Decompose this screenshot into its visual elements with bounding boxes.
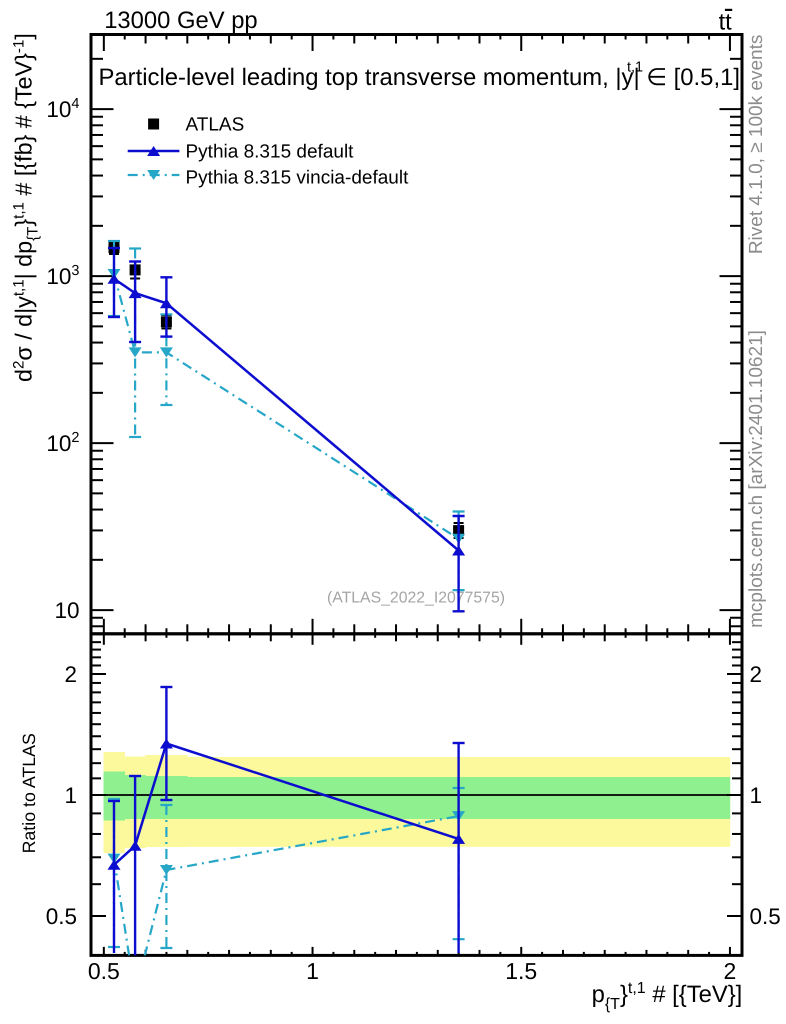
svg-text:Ratio to ATLAS: Ratio to ATLAS: [19, 733, 39, 853]
svg-text:1: 1: [306, 958, 319, 984]
svg-text:Particle-level leading top tra: Particle-level leading top transverse mo…: [99, 64, 740, 91]
svg-text:10: 10: [54, 598, 79, 623]
svg-text:mcplots.cern.ch [arXiv:2401.10: mcplots.cern.ch [arXiv:2401.10621]: [746, 330, 767, 628]
svg-text:2: 2: [750, 662, 763, 687]
svg-text:Pythia 8.315 default: Pythia 8.315 default: [186, 141, 355, 162]
svg-text:2: 2: [724, 958, 737, 984]
svg-text:1: 1: [64, 783, 77, 808]
svg-text:Pythia 8.315 vincia-default: Pythia 8.315 vincia-default: [186, 167, 410, 188]
svg-text:(ATLAS_2022_I2077575): (ATLAS_2022_I2077575): [327, 589, 505, 606]
svg-text:0.5: 0.5: [88, 958, 120, 984]
svg-text:1: 1: [750, 783, 763, 808]
svg-text:0.5: 0.5: [46, 904, 77, 929]
svg-text:tt: tt: [719, 10, 733, 36]
svg-text:1.5: 1.5: [505, 958, 537, 984]
svg-text:0.5: 0.5: [750, 904, 781, 929]
svg-text:13000 GeV pp: 13000 GeV pp: [104, 7, 257, 34]
svg-text:ATLAS: ATLAS: [186, 115, 245, 136]
svg-text:2: 2: [64, 662, 77, 687]
svg-text:Rivet 4.1.0, ≥ 100k events: Rivet 4.1.0, ≥ 100k events: [746, 35, 767, 255]
svg-text:t,1: t,1: [627, 60, 643, 76]
svg-text:d2σ / d|yt,1| dp{T}t,1 # [{fb}: d2σ / d|yt,1| dp{T}t,1 # [{fb} # {TeV}-1…: [11, 33, 42, 382]
